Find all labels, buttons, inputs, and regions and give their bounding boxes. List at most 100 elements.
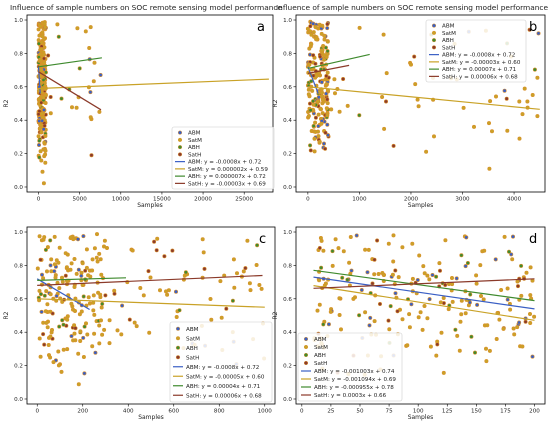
sample-point	[38, 149, 43, 154]
sample-point	[311, 124, 316, 129]
sample-point	[493, 257, 498, 262]
sample-point	[324, 91, 329, 96]
legend-entry: SatM	[186, 336, 200, 342]
sample-point	[478, 263, 483, 268]
plot-frame	[295, 226, 546, 405]
sample-point	[44, 320, 49, 325]
sample-point	[97, 109, 102, 114]
x-tick-label: 400	[123, 409, 134, 415]
sample-point	[505, 128, 510, 133]
sample-point	[53, 275, 58, 280]
sample-point	[387, 327, 392, 332]
sample-point	[446, 307, 451, 312]
y-tick-label: 0.6	[14, 85, 23, 91]
sample-point	[517, 320, 522, 325]
plot-frame	[26, 226, 276, 405]
sample-point	[37, 155, 42, 160]
x-tick-label: 25	[327, 409, 335, 415]
sample-point	[502, 88, 507, 93]
sample-point	[158, 288, 163, 293]
sample-point	[324, 82, 329, 87]
sample-point	[474, 281, 479, 286]
sample-point	[94, 255, 99, 260]
sample-point	[512, 332, 517, 337]
x-tick-label: 15000	[153, 197, 171, 203]
sample-point	[155, 236, 160, 241]
sample-point	[95, 232, 100, 237]
sample-point	[464, 235, 469, 240]
sample-point	[41, 77, 46, 82]
sample-point	[77, 66, 82, 71]
sample-point	[315, 308, 320, 313]
sample-point	[321, 141, 326, 146]
sample-point	[347, 260, 352, 265]
sample-point	[91, 79, 96, 84]
sample-point	[52, 234, 57, 239]
sample-point	[522, 86, 527, 91]
y-axis-label: R2	[272, 311, 279, 319]
sample-point	[363, 247, 368, 252]
y-tick-label: 0.8	[283, 263, 292, 269]
x-axis-label: Samples	[408, 202, 434, 209]
sample-point	[468, 292, 473, 297]
sample-point	[348, 235, 353, 240]
sample-point	[325, 22, 330, 27]
sample-point	[317, 302, 322, 307]
sample-point	[230, 298, 235, 303]
panel-letter: b	[529, 20, 537, 35]
sample-point	[396, 275, 401, 280]
sample-point	[459, 312, 464, 317]
sample-point	[400, 245, 405, 250]
sample-point	[148, 275, 153, 280]
sample-point	[323, 130, 328, 135]
sample-point	[333, 237, 338, 242]
sample-point	[38, 292, 43, 297]
sample-point	[37, 234, 42, 239]
sample-point	[311, 102, 316, 107]
sample-point	[311, 99, 316, 104]
sample-point	[341, 77, 346, 82]
sample-point	[38, 57, 43, 62]
sample-point	[386, 241, 391, 246]
legend-marker-abh	[303, 352, 309, 358]
sample-point	[499, 287, 504, 292]
sample-point	[412, 54, 417, 59]
legend-marker-abm	[177, 130, 183, 135]
sample-point	[138, 285, 143, 290]
sample-point	[528, 320, 533, 325]
sample-point	[400, 317, 405, 322]
sample-point	[38, 257, 43, 262]
legend-marker-abm	[175, 326, 181, 331]
x-tick-label: 150	[471, 409, 482, 415]
sample-point	[141, 293, 146, 298]
sample-point	[381, 272, 386, 277]
sample-point	[437, 268, 442, 273]
sample-point	[475, 302, 480, 307]
sample-point	[321, 248, 326, 253]
sample-point	[321, 57, 326, 62]
sample-point	[425, 316, 430, 321]
legend-line-label: SatH: y = -0.00003x + 0.69	[188, 181, 266, 187]
sample-point	[41, 107, 46, 112]
sample-point	[380, 95, 385, 100]
y-tick-label: 0.6	[14, 297, 23, 303]
sample-point	[119, 332, 124, 337]
y-tick-label: 1.0	[283, 230, 292, 236]
legend-entry: ABH	[186, 346, 198, 352]
sample-point	[443, 238, 448, 243]
sample-point	[60, 279, 65, 284]
sample-point	[325, 26, 330, 31]
y-tick-label: 1.0	[14, 230, 23, 236]
sample-point	[52, 269, 57, 274]
sample-point	[317, 246, 322, 251]
sample-point	[72, 331, 77, 336]
regression-line-abh	[313, 269, 535, 302]
legend-line-label: ABH: y = 0.000007x + 0.72	[188, 174, 266, 180]
sample-point	[308, 148, 313, 153]
sample-point	[82, 371, 87, 376]
sample-point	[488, 99, 493, 104]
sample-point	[208, 296, 213, 301]
sample-point	[375, 238, 380, 243]
sample-point	[337, 296, 342, 301]
